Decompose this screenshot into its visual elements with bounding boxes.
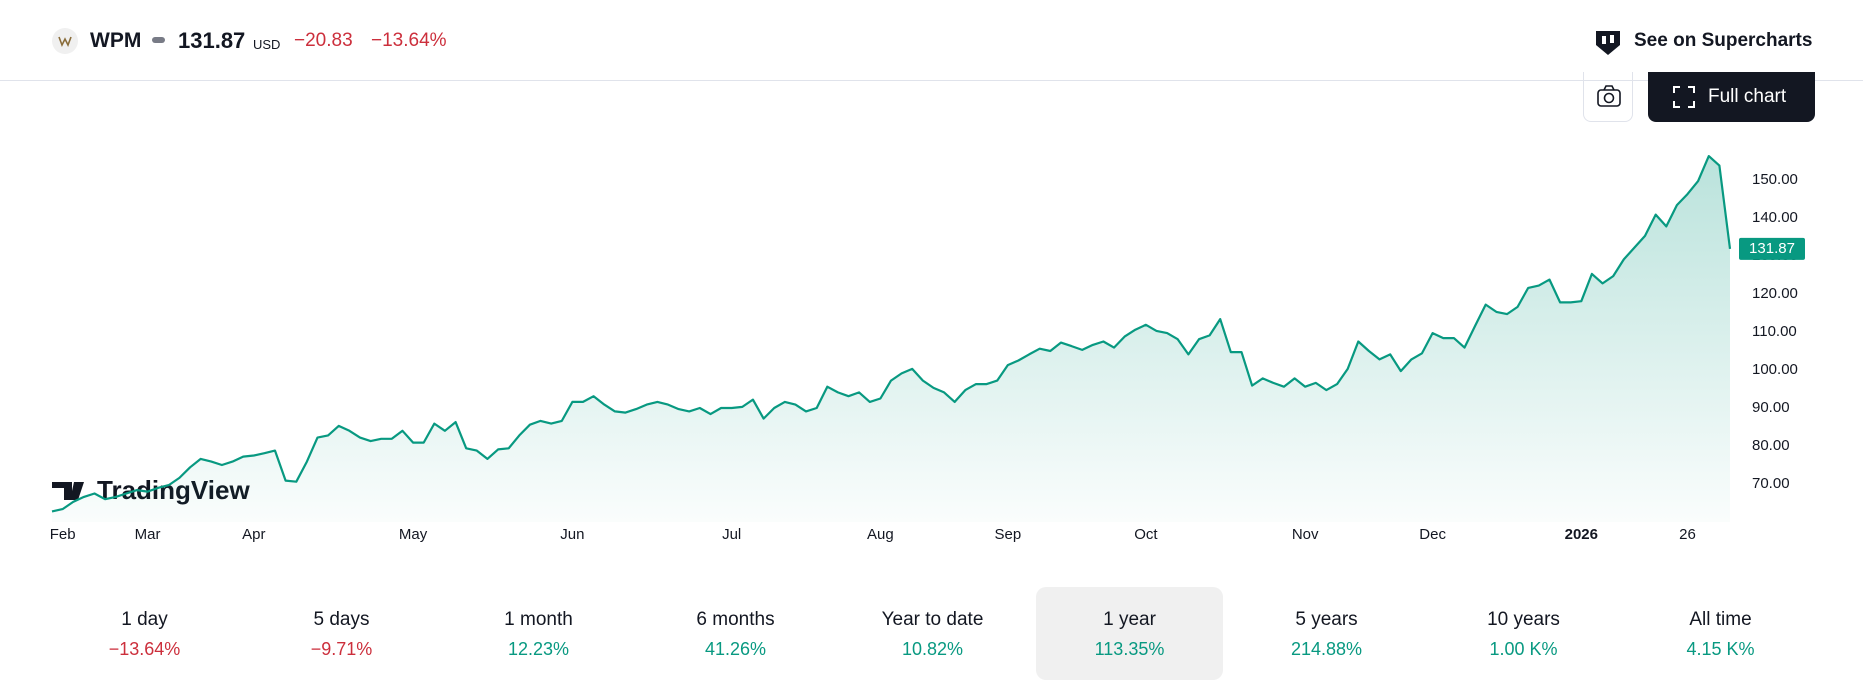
period-label[interactable]: All time	[1689, 609, 1752, 630]
symbol[interactable]: WPM	[90, 29, 142, 52]
y-tick-label: 70.00	[1752, 475, 1790, 492]
area	[52, 156, 1730, 522]
x-tick-label: 26	[1679, 526, 1696, 543]
period-tab[interactable]: All time 4.15 K%	[1627, 587, 1814, 680]
x-tick-label: Aug	[867, 526, 894, 543]
price: 131.87	[178, 28, 246, 53]
period-change: −9.71%	[310, 639, 373, 659]
y-tick-label: 110.00	[1752, 323, 1797, 340]
supercharts-icon	[1592, 27, 1624, 62]
x-tick-label: Feb	[50, 526, 76, 543]
last-price-label: 131.87	[1749, 240, 1795, 257]
last-price-badge	[1739, 237, 1805, 260]
period-label[interactable]: 5 days	[313, 609, 370, 630]
x-tick-label: Mar	[135, 526, 161, 543]
period-tab[interactable]: 6 months 41.26%	[642, 587, 829, 680]
y-tick-label: 90.00	[1752, 399, 1790, 416]
full-chart-button[interactable]: Full chart	[1648, 72, 1815, 122]
x-tick-label: May	[399, 526, 428, 543]
change: −20.83	[294, 30, 353, 51]
period-change: −13.64%	[108, 639, 181, 659]
period-change: 41.26%	[704, 639, 767, 659]
period-tab[interactable]: 10 years 1.00 K%	[1430, 587, 1617, 680]
period-change: 1.00 K%	[1489, 639, 1558, 659]
x-tick-label: Jul	[722, 526, 741, 543]
x-tick-label: Dec	[1419, 526, 1446, 543]
period-tab[interactable]: 1 day −13.64%	[51, 587, 238, 680]
period-label[interactable]: 5 years	[1295, 609, 1358, 630]
period-tab[interactable]: Year to date 10.82%	[839, 587, 1026, 680]
period-change: 12.23%	[507, 639, 570, 659]
price-line	[51, 155, 1732, 513]
x-tick-label: Nov	[1292, 526, 1319, 543]
period-change: 214.88%	[1290, 639, 1363, 659]
change-percent: −13.64%	[371, 30, 447, 51]
period-label[interactable]: 10 years	[1487, 609, 1560, 630]
period-change: 4.15 K%	[1686, 639, 1755, 659]
period-label[interactable]: 1 day	[121, 609, 168, 630]
currency: USD	[253, 37, 281, 52]
x-tick-label: Oct	[1134, 526, 1158, 543]
period-tab[interactable]: 5 years 214.88%	[1233, 587, 1420, 680]
full-chart-label[interactable]: Full chart	[1708, 86, 1787, 107]
period-tab[interactable]: 1 year 113.35%	[1036, 587, 1223, 680]
period-label[interactable]: 6 months	[696, 609, 775, 630]
period-change: 113.35%	[1094, 639, 1165, 659]
period-label[interactable]: 1 year	[1103, 609, 1156, 630]
x-tick-label: Jun	[560, 526, 584, 543]
x-tick-label: Sep	[994, 526, 1021, 543]
period-tab[interactable]: 1 month 12.23%	[445, 587, 632, 680]
period-label[interactable]: 1 month	[504, 609, 573, 630]
chart: TradingView 70.0080.0090.00100.00110.001…	[50, 155, 1805, 543]
y-tick-label: 150.00	[1752, 171, 1798, 188]
header: WPM 131.87 USD −20.83 −13.64% See on Sup…	[0, 0, 1863, 81]
symbol-logo	[52, 28, 78, 54]
period-tab[interactable]: 5 days −9.71%	[248, 587, 435, 680]
period-change: 10.82%	[901, 639, 964, 659]
x-tick-label: 2026	[1565, 526, 1598, 543]
market-status	[152, 37, 165, 43]
snapshot-button[interactable]	[1583, 72, 1633, 122]
supercharts-link[interactable]: See on Supercharts	[1634, 30, 1813, 51]
y-tick-label: 120.00	[1752, 285, 1798, 302]
y-tick-label: 140.00	[1752, 209, 1798, 226]
x-tick-label: Apr	[242, 526, 265, 543]
y-tick-label: 100.00	[1752, 361, 1798, 378]
period-label[interactable]: Year to date	[881, 609, 984, 630]
y-tick-label: 80.00	[1752, 437, 1790, 454]
